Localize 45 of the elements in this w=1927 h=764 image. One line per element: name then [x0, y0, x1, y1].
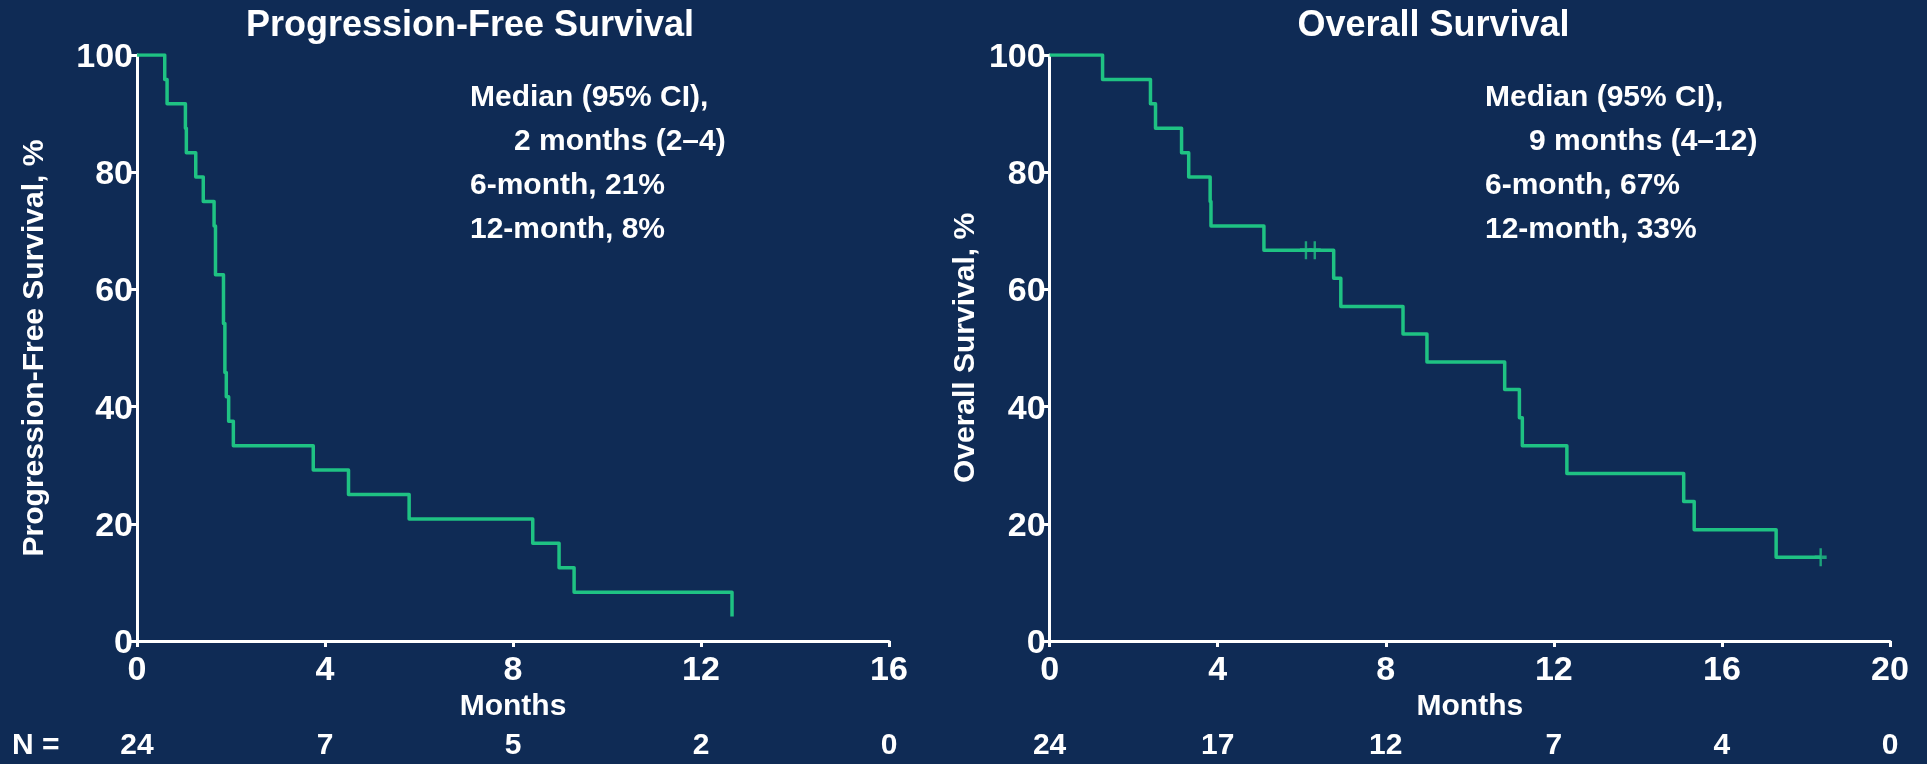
- x-tick-label: 4: [315, 649, 335, 687]
- x-tick-label: 16: [1703, 649, 1741, 687]
- x-axis-title: Months: [459, 688, 567, 722]
- text: 4: [1713, 726, 1731, 760]
- y-tick-label: 80: [1007, 153, 1046, 192]
- text: 7: [1545, 726, 1563, 760]
- text: 12: [1369, 726, 1403, 760]
- y-tick-label: 20: [1007, 504, 1046, 543]
- y-tick-label: 20: [95, 504, 133, 543]
- annotation: 2 months (2–4): [514, 122, 726, 156]
- annotation: Median (95% CI),: [1485, 78, 1724, 112]
- chart-title: Progression-Free Survival: [245, 2, 695, 44]
- text: 0: [880, 726, 898, 760]
- text: 17: [1201, 726, 1235, 760]
- text: 2: [692, 726, 710, 760]
- y-tick-label: 60: [1007, 270, 1046, 309]
- y-axis-title: Overall Survival, %: [946, 212, 980, 484]
- text: N =: [12, 726, 60, 760]
- annotation: 12-month, 33%: [1485, 210, 1697, 244]
- text: 24: [120, 726, 154, 760]
- y-axis-title: Progression-Free Survival, %: [15, 139, 49, 557]
- y-tick-label: 100: [988, 36, 1046, 74]
- y-tick-label: 40: [1007, 387, 1046, 426]
- chart-title: Overall Survival: [1297, 2, 1570, 44]
- annotation: Median (95% CI),: [470, 78, 709, 112]
- x-tick-label: 16: [870, 649, 908, 687]
- text: 7: [316, 726, 334, 760]
- x-tick-label: 20: [1871, 649, 1909, 687]
- text: 0: [1881, 726, 1899, 760]
- y-tick-label: 40: [95, 387, 133, 426]
- y-tick-label: 80: [95, 153, 133, 192]
- x-tick-label: 8: [1376, 649, 1396, 687]
- text: 24: [1032, 726, 1067, 760]
- x-tick-label: 12: [682, 649, 720, 687]
- x-axis-title: Months: [1416, 688, 1524, 722]
- annotation: 12-month, 8%: [470, 210, 666, 244]
- x-tick-label: 8: [503, 649, 523, 687]
- x-tick-label: 4: [1208, 649, 1228, 687]
- annotation: 9 months (4–12): [1529, 122, 1758, 156]
- x-tick-label: 12: [1534, 649, 1573, 687]
- annotation: 6-month, 21%: [470, 166, 666, 200]
- y-tick-label: 60: [95, 270, 133, 309]
- text: 5: [504, 726, 522, 760]
- y-tick-label: 100: [76, 36, 133, 74]
- annotation: 6-month, 67%: [1485, 166, 1681, 200]
